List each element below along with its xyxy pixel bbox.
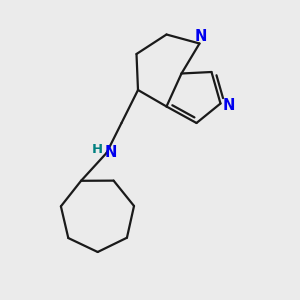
Text: N: N [105, 145, 117, 160]
Text: N: N [194, 29, 207, 44]
Text: N: N [223, 98, 235, 112]
Text: H: H [92, 143, 103, 156]
